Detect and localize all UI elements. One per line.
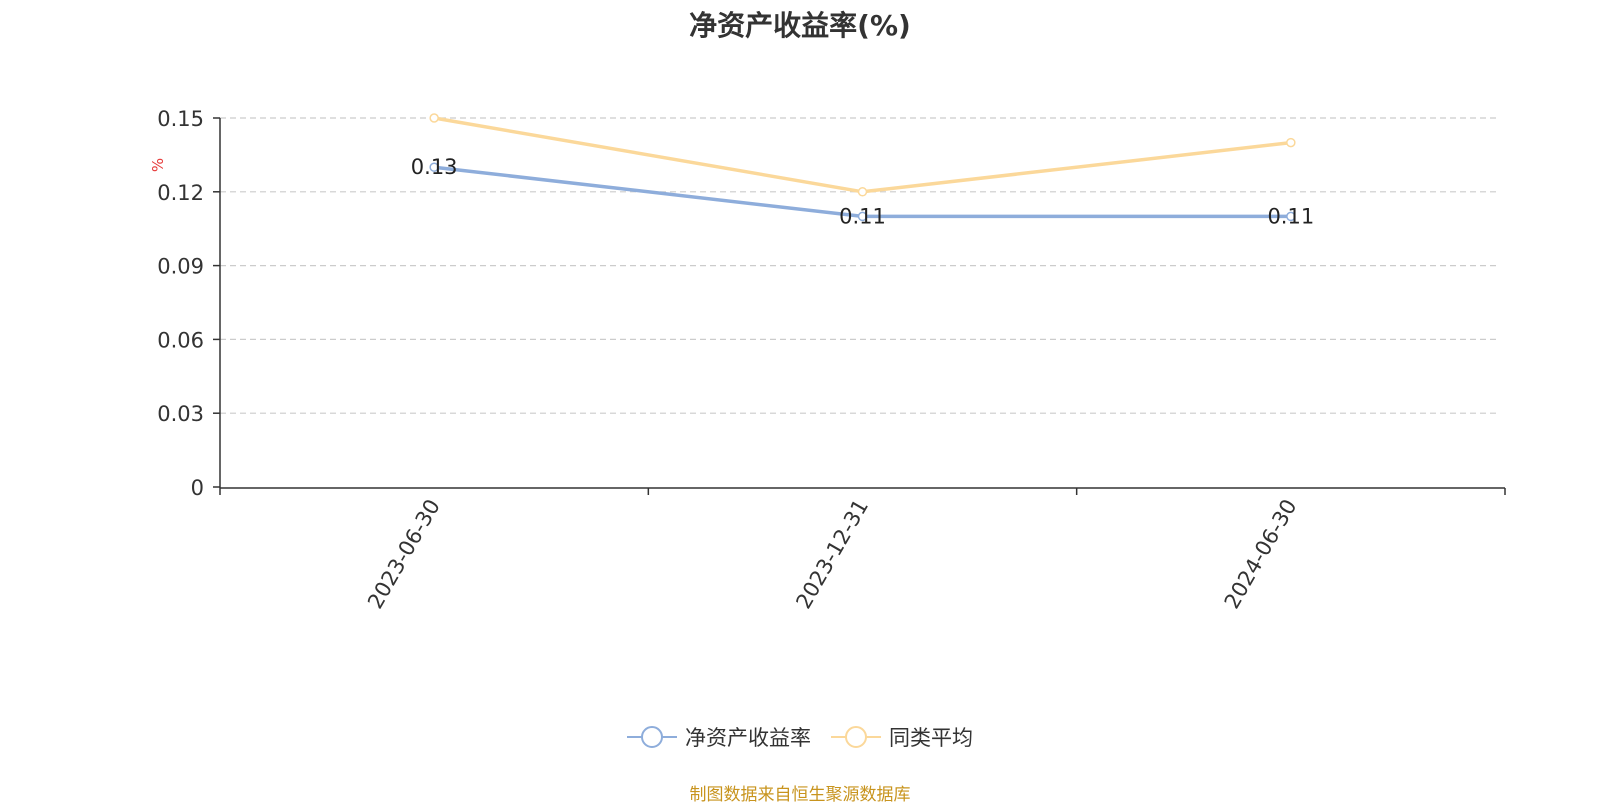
legend-roe-label: 净资产收益率 xyxy=(685,726,811,750)
y-tick-label: 0 xyxy=(191,476,204,500)
y-tick-label: 0.09 xyxy=(157,255,204,279)
data-point xyxy=(857,187,868,197)
data-point xyxy=(429,113,439,123)
data-label: 0.11 xyxy=(1267,204,1314,228)
y-tick-label: 0.03 xyxy=(157,402,204,426)
x-tick-label: 2024-06-30 xyxy=(1220,495,1302,613)
y-tick-label: 0.06 xyxy=(157,328,204,352)
data-label: 0.13 xyxy=(411,155,458,179)
legend-roe-marker xyxy=(627,724,677,750)
x-tick-label: 2023-06-30 xyxy=(363,495,445,613)
y-tick-label: 0.12 xyxy=(157,181,204,205)
data-point xyxy=(1286,211,1296,222)
data-point xyxy=(429,162,439,172)
legend-peer-average-marker xyxy=(831,724,881,750)
data-point xyxy=(1286,137,1296,148)
source-note: 制图数据来自恒生聚源数据库 xyxy=(689,785,911,805)
legend: 净资产收益率 同类平均 xyxy=(0,722,1600,752)
data-point xyxy=(857,211,868,222)
legend-item-roe[interactable]: 净资产收益率 xyxy=(627,722,811,752)
y-tick-label: 0.15 xyxy=(157,107,204,131)
y-axis-title: % xyxy=(149,158,167,172)
chart-title: 净资产收益率(%) xyxy=(689,9,911,42)
data-label: 0.11 xyxy=(839,204,886,228)
x-tick-label: 2023-12-31 xyxy=(791,495,873,613)
legend-item-peer-average[interactable]: 同类平均 xyxy=(831,722,973,752)
legend-peer-average-label: 同类平均 xyxy=(889,726,973,750)
